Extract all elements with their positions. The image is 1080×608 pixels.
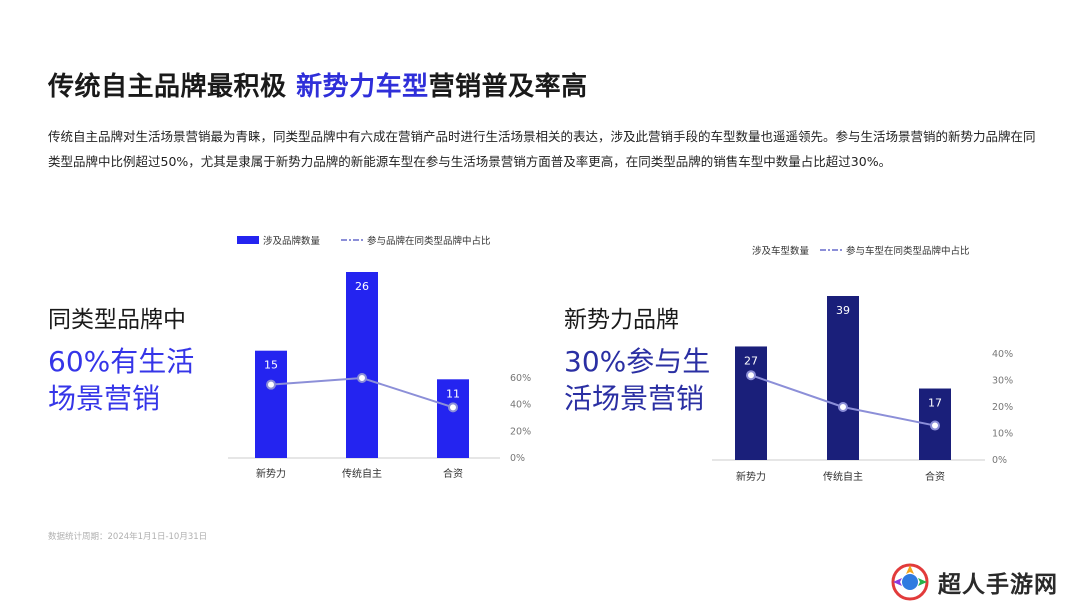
chart1-y2-tick-2: 40% <box>510 400 531 411</box>
chart1-category-label-3: 合资 <box>443 467 463 480</box>
chart1-ratio-point-1 <box>266 379 276 390</box>
left-panel-stat: 60%有生活场景营销 <box>48 345 195 415</box>
chart1-bar-1 <box>255 350 287 458</box>
chart2-category-label-2: 传统自主 <box>823 470 863 483</box>
chart2-legend-line-label: 参与车型在同类型品牌中占比 <box>846 245 970 257</box>
page-title: 传统自主品牌最积极 新势力车型营销普及率高 <box>48 66 588 103</box>
chart1-category-label-2: 传统自主 <box>342 467 382 480</box>
title-part3: 营销普及率高 <box>428 72 588 102</box>
chart1-bar-label-1: 15 <box>264 359 278 372</box>
logo-icon <box>891 563 929 601</box>
chart2-y2-tick-1: 10% <box>992 429 1013 440</box>
chart1-y2-tick-3: 60% <box>510 373 531 384</box>
chart1-ratio-point-3 <box>448 402 458 413</box>
chart2-bar-label-3: 17 <box>928 397 942 410</box>
chart2-ratio-point-3 <box>930 420 940 431</box>
chart2-y2-tick-2: 20% <box>992 402 1013 413</box>
chart1-category-label-1: 新势力 <box>256 467 286 480</box>
chart2-y2-tick-3: 30% <box>992 376 1013 387</box>
data-source-note: 数据统计周期：2024年1月1日-10月31日 <box>48 532 208 542</box>
title-part2: 新势力车型 <box>296 72 429 102</box>
logo-text: 超人手游网 <box>938 572 1058 598</box>
chart2-category-label-1: 新势力 <box>736 470 766 483</box>
chart1-bar-3 <box>437 379 469 458</box>
chart1-y2-tick-0: 0% <box>510 453 525 464</box>
chart1-legend-bar-label: 涉及品牌数量 <box>263 235 321 247</box>
chart2-legend-bar-label: 涉及车型数量 <box>752 245 810 257</box>
chart2-y2-tick-4: 40% <box>992 349 1013 360</box>
chart2-category-label-3: 合资 <box>925 470 945 483</box>
chart1-y2-tick-1: 20% <box>510 426 531 437</box>
right-panel-label: 新势力品牌 <box>564 307 679 333</box>
chart1-bar-2 <box>346 272 378 458</box>
chart2-y2-tick-0: 0% <box>992 455 1007 466</box>
left-panel-label: 同类型品牌中 <box>48 307 186 333</box>
site-logo: 超人手游网 <box>888 560 1058 604</box>
chart2-ratio-point-1 <box>746 370 756 381</box>
title-part1: 传统自主品牌最积极 <box>48 72 287 102</box>
description-paragraph: 传统自主品牌对生活场景营销最为青睐，同类型品牌中有六成在营销产品时进行生活场景相… <box>48 129 1036 169</box>
chart1-legend-bar-swatch <box>237 236 259 244</box>
right-panel-stat: 30%参与生活场景营销 <box>564 345 711 415</box>
chart2-bar-2 <box>827 296 859 460</box>
chart1-legend-line-label: 参与品牌在同类型品牌中占比 <box>367 235 491 247</box>
chart2-ratio-point-2 <box>838 402 848 412</box>
chart1-ratio-point-2 <box>357 373 367 383</box>
chart2-bar-label-1: 27 <box>744 354 758 367</box>
chart1-bar-label-3: 11 <box>446 387 460 400</box>
chart2-bar-label-2: 39 <box>836 304 850 317</box>
chart1-bar-label-2: 26 <box>355 280 369 293</box>
chart2-bar-1 <box>735 346 767 460</box>
